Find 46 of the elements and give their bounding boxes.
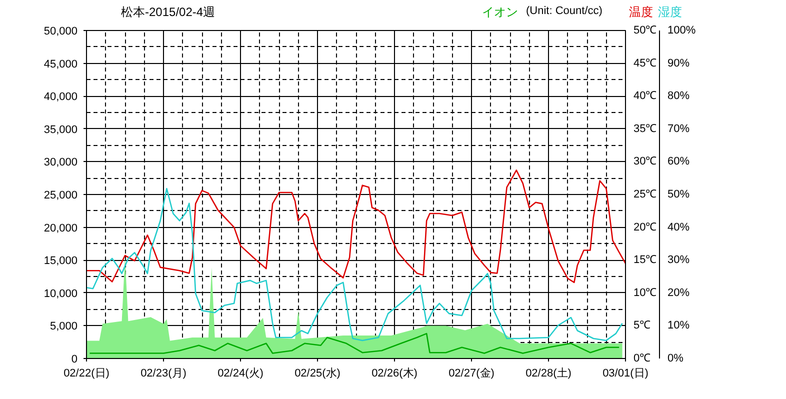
x-tick-label: 02/24(火)	[218, 366, 264, 380]
y2-tick-label: 0℃	[634, 352, 651, 364]
x-tick-label: 02/22(日)	[64, 368, 110, 380]
y-tick-label: 40,000	[44, 91, 78, 104]
x-tick-label: 03/01(日)	[602, 368, 648, 380]
y3-tick-label: 30%	[668, 254, 690, 266]
y3-tick-label: 0%	[668, 352, 684, 364]
y2-tick-label: 10℃	[634, 286, 657, 299]
y3-tick-label: 90%	[668, 57, 690, 70]
y3-tick-label: 80%	[668, 90, 690, 102]
y-tick-label: 45,000	[44, 58, 78, 70]
y2-tick-label: 5℃	[634, 320, 651, 332]
x-tick-label: 02/28(土)	[526, 366, 572, 380]
y2-tick-label: 40℃	[634, 90, 657, 102]
x-tick-label: 02/23(月)	[140, 368, 186, 380]
y3-tick-label: 10%	[668, 320, 690, 332]
y2-tick-label: 50℃	[634, 24, 657, 36]
y-tick-label: 10,000	[44, 288, 78, 300]
y2-tick-label: 45℃	[634, 57, 657, 70]
x-tick-label: 02/27(金)	[448, 368, 494, 380]
chart-title: 松本-2015/02-4週	[121, 4, 216, 21]
text: (Unit: Count/cc)	[526, 4, 602, 19]
y3-tick-label: 70%	[668, 122, 690, 135]
y3-tick-label: 50%	[668, 188, 690, 200]
text: 湿度	[658, 4, 682, 21]
y2-tick-label: 35℃	[634, 122, 657, 135]
y-tick-label: 20,000	[44, 222, 78, 234]
y3-tick-label: 100%	[668, 24, 696, 36]
y3-tick-label: 20%	[668, 286, 690, 299]
y3-tick-label: 60%	[668, 156, 690, 168]
y-tick-label: 0	[71, 354, 78, 366]
y2-tick-label: 25℃	[634, 188, 657, 200]
y2-tick-label: 20℃	[634, 221, 657, 234]
y-tick-label: 35,000	[44, 124, 78, 136]
text: 温度	[629, 4, 653, 21]
x-tick-label: 02/25(水)	[294, 366, 340, 380]
y-tick-label: 25,000	[44, 190, 78, 202]
y-tick-label: 30,000	[44, 156, 78, 169]
y-tick-label: 50,000	[44, 26, 78, 38]
y-tick-label: 5,000	[50, 320, 78, 333]
x-tick-label: 02/26(木)	[372, 366, 418, 380]
text: イオン	[482, 4, 518, 21]
y-tick-label: 15,000	[44, 255, 78, 268]
y3-tick-label: 40%	[668, 221, 690, 234]
y2-tick-label: 15℃	[634, 254, 657, 266]
y2-tick-label: 30℃	[634, 156, 657, 168]
